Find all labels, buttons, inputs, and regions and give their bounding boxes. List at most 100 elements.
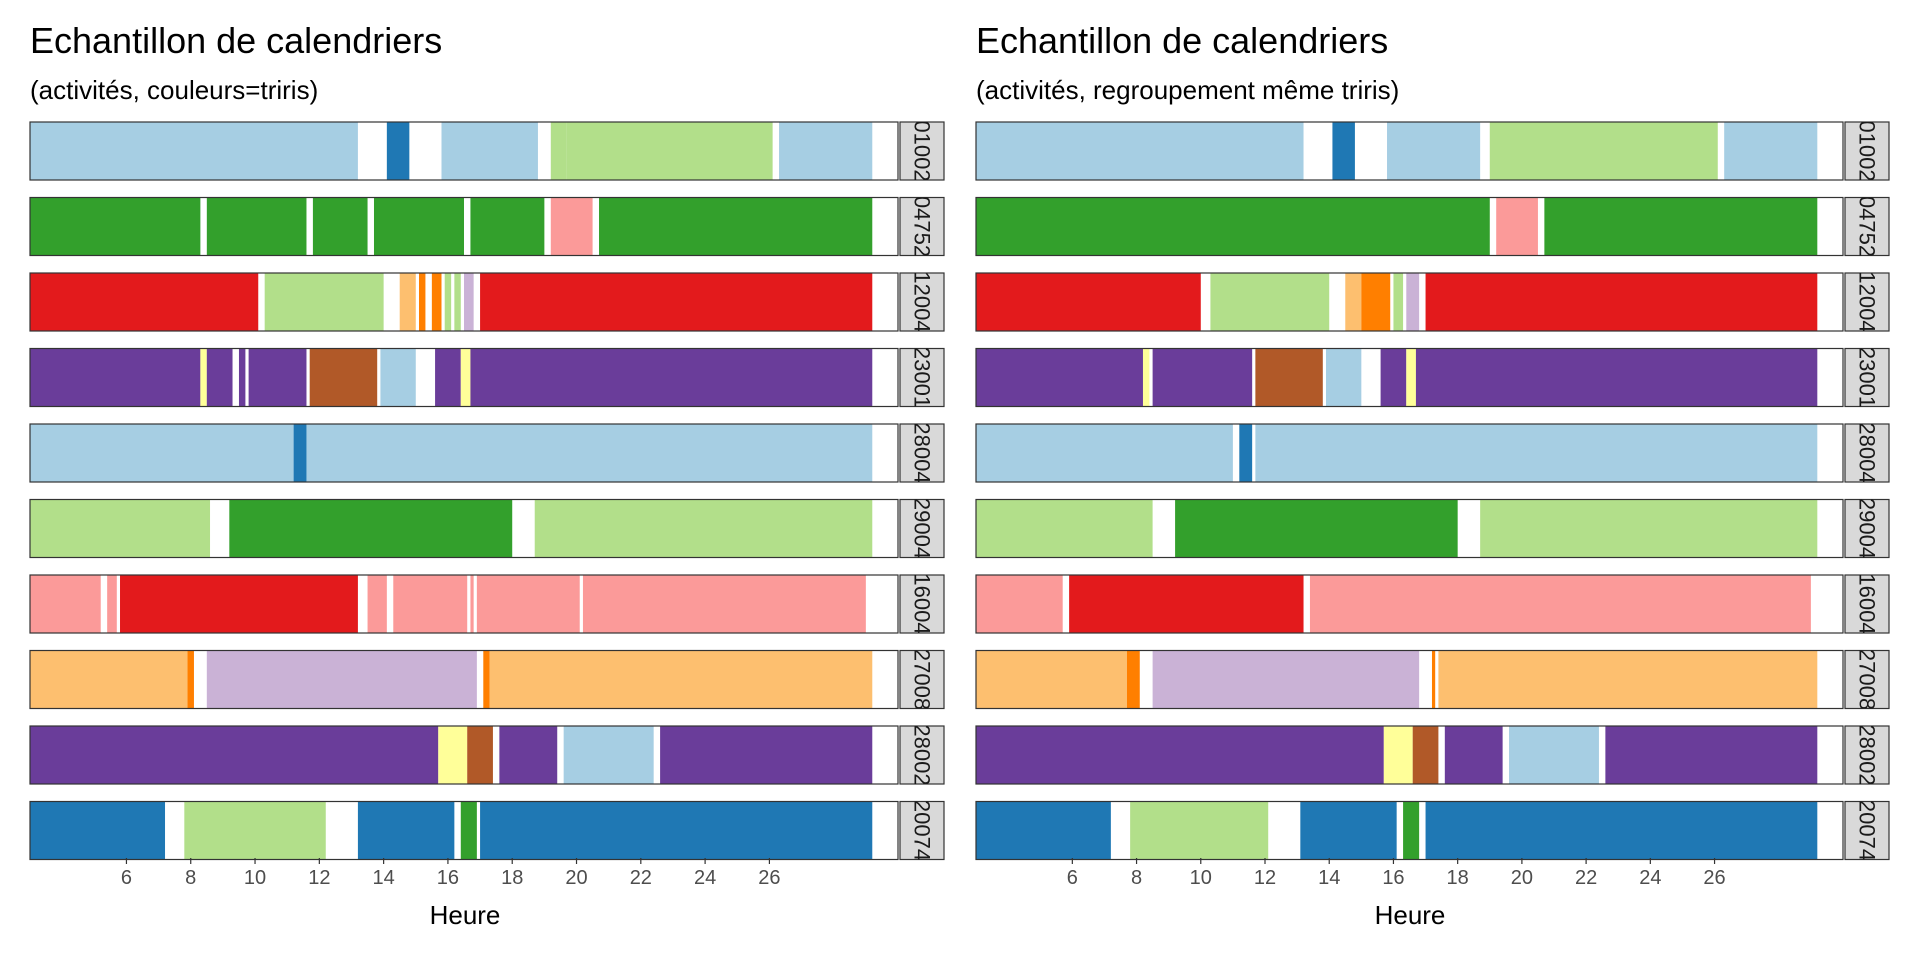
- activity-segment: [393, 575, 468, 633]
- calendar-rows: 01002 04752 12004 23001 28004 29004 16004 27008…: [29, 121, 945, 861]
- activity-segment: [467, 726, 493, 784]
- row-border: [975, 800, 1844, 861]
- row-border: [29, 272, 899, 332]
- facet-strip: [899, 196, 945, 257]
- activity-segment: [480, 273, 873, 331]
- activity-segment: [431, 273, 442, 331]
- x-tick-label: 24: [694, 867, 716, 889]
- calendar-row: 28002: [29, 724, 945, 785]
- x-tick-label: 24: [1639, 867, 1661, 889]
- facet-label: 28002: [910, 724, 935, 785]
- activity-segment: [454, 273, 461, 331]
- x-tick-label: 20: [1511, 867, 1533, 889]
- row-border: [975, 272, 1844, 332]
- activity-segment: [976, 273, 1201, 331]
- activity-segment: [550, 122, 567, 180]
- activity-segment: [264, 273, 384, 331]
- activity-segment: [312, 197, 368, 256]
- activity-segment: [30, 650, 188, 709]
- x-tick-label: 8: [185, 867, 196, 889]
- row-border: [29, 649, 899, 710]
- activity-segment: [563, 726, 654, 784]
- activity-segment: [483, 650, 490, 709]
- activity-segment: [1142, 348, 1150, 407]
- activity-segment: [460, 348, 471, 407]
- facet-strip: [899, 574, 945, 634]
- activity-segment: [1345, 273, 1362, 331]
- facet-label: 20074: [1855, 800, 1880, 861]
- activity-segment: [480, 801, 873, 860]
- activity-segment: [1544, 197, 1818, 256]
- facet-label: 04752: [1855, 196, 1880, 257]
- facet-label: 12004: [910, 271, 935, 332]
- activity-segment: [566, 122, 773, 180]
- calendar-row: 28004: [29, 423, 945, 483]
- x-tick-label: 14: [373, 867, 395, 889]
- activity-segment: [441, 122, 538, 180]
- x-tick-label: 26: [758, 867, 780, 889]
- facet-label: 01002: [1855, 120, 1880, 181]
- facet-strip: [1844, 423, 1890, 483]
- activity-segment: [435, 348, 461, 407]
- activity-segment: [30, 499, 211, 558]
- activity-segment: [1724, 122, 1818, 180]
- facet-strip: [1844, 725, 1890, 785]
- activity-segment: [1255, 348, 1323, 407]
- calendar-row: 20074: [29, 800, 945, 861]
- facet-strip: [899, 498, 945, 559]
- row-border: [975, 196, 1844, 257]
- facet-strip: [899, 272, 945, 332]
- facet-label: 04752: [910, 196, 935, 257]
- facet-strip: [1844, 121, 1890, 181]
- row-border: [29, 725, 899, 785]
- calendar-row: 27008: [975, 649, 1890, 710]
- chart-subtitle: (activités, regroupement même triris): [976, 75, 1399, 105]
- activity-segment: [1403, 801, 1420, 860]
- x-tick-label: 14: [1318, 867, 1340, 889]
- activity-segment: [1309, 575, 1811, 633]
- activity-segment: [1069, 575, 1304, 633]
- facet-strip: [899, 649, 945, 710]
- activity-segment: [1210, 273, 1330, 331]
- activity-segment: [248, 348, 307, 407]
- activity-segment: [489, 650, 873, 709]
- activity-segment: [373, 197, 464, 256]
- calendar-row: 23001: [29, 347, 945, 408]
- x-tick-label: 8: [1131, 867, 1142, 889]
- activity-segment: [1425, 801, 1818, 860]
- activity-segment: [206, 348, 233, 407]
- row-border: [975, 423, 1844, 483]
- x-tick-label: 6: [121, 867, 132, 889]
- facet-label: 16004: [910, 573, 935, 634]
- x-tick-label: 18: [1447, 867, 1469, 889]
- row-border: [975, 121, 1844, 181]
- activity-segment: [1431, 650, 1436, 709]
- activity-segment: [1300, 801, 1397, 860]
- activity-segment: [976, 122, 1304, 180]
- activity-segment: [976, 424, 1233, 482]
- activity-segment: [1444, 726, 1503, 784]
- activity-segment: [976, 726, 1384, 784]
- activity-segment: [187, 650, 194, 709]
- calendar-row: 12004: [29, 271, 945, 332]
- activity-segment: [1406, 273, 1420, 331]
- facet-label: 16004: [1855, 573, 1880, 634]
- x-tick-label: 16: [437, 867, 459, 889]
- row-border: [975, 574, 1844, 634]
- calendar-row: 28004: [975, 423, 1890, 483]
- facet-strip: [1844, 649, 1890, 710]
- calendar-row: 16004: [975, 573, 1890, 634]
- activity-segment: [1152, 650, 1420, 709]
- facet-label: 27008: [910, 649, 935, 710]
- activity-segment: [460, 801, 477, 860]
- x-tick-label: 10: [244, 867, 266, 889]
- x-axis-ticks: 6 8 10 12 14 16 18 20 22 24 26: [121, 858, 781, 889]
- chart-title: Echantillon de calendriers: [30, 20, 442, 61]
- facet-strip: [899, 347, 945, 408]
- activity-segment: [1130, 801, 1269, 860]
- activity-segment: [380, 348, 416, 407]
- activity-segment: [976, 650, 1127, 709]
- activity-segment: [1175, 499, 1458, 558]
- x-tick-label: 16: [1382, 867, 1404, 889]
